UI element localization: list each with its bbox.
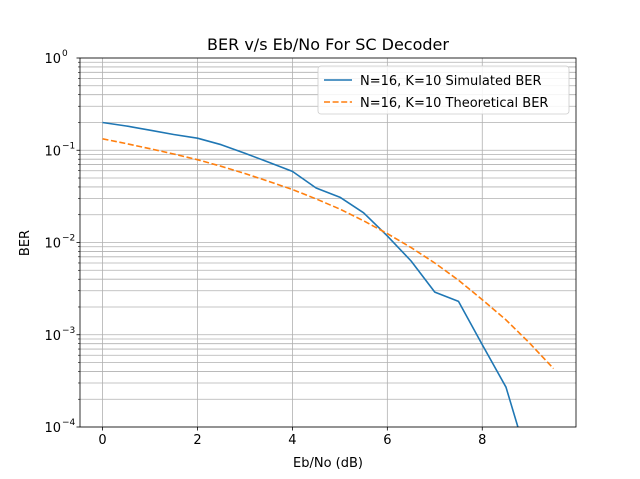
series-line-2 bbox=[102, 138, 555, 370]
x-tick-label: 4 bbox=[288, 433, 296, 448]
y-tick-label: 10 bbox=[44, 52, 61, 67]
legend-label-1: N=16, K=10 Simulated BER bbox=[360, 74, 542, 89]
legend-box bbox=[317, 65, 570, 115]
series-line-1 bbox=[102, 121, 519, 427]
series-lines bbox=[102, 121, 555, 427]
chart-title: BER v/s Eb/No For SC Decoder bbox=[207, 35, 449, 54]
y-tick-exponent: −4 bbox=[62, 418, 76, 428]
y-tick-exponent: −3 bbox=[62, 326, 75, 336]
y-tick-label: 10 bbox=[44, 329, 61, 344]
y-tick-exponent: −1 bbox=[62, 141, 75, 151]
x-tick-label: 0 bbox=[98, 433, 106, 448]
y-tick-exponent: 0 bbox=[62, 49, 68, 59]
legend-label-2: N=16, K=10 Theoretical BER bbox=[360, 96, 548, 111]
x-axis-label: Eb/No (dB) bbox=[293, 456, 363, 471]
y-tick-label: 10 bbox=[44, 237, 61, 252]
y-tick-exponent: −2 bbox=[62, 234, 75, 244]
x-tick-label: 8 bbox=[478, 433, 486, 448]
x-tick-label: 6 bbox=[383, 433, 391, 448]
y-tick-label: 10 bbox=[44, 421, 61, 436]
legend: N=16, K=10 Simulated BER N=16, K=10 Theor… bbox=[317, 65, 570, 115]
y-tick-label: 10 bbox=[44, 144, 61, 159]
y-axis-label: BER bbox=[18, 230, 33, 256]
x-tick-label: 2 bbox=[193, 433, 201, 448]
